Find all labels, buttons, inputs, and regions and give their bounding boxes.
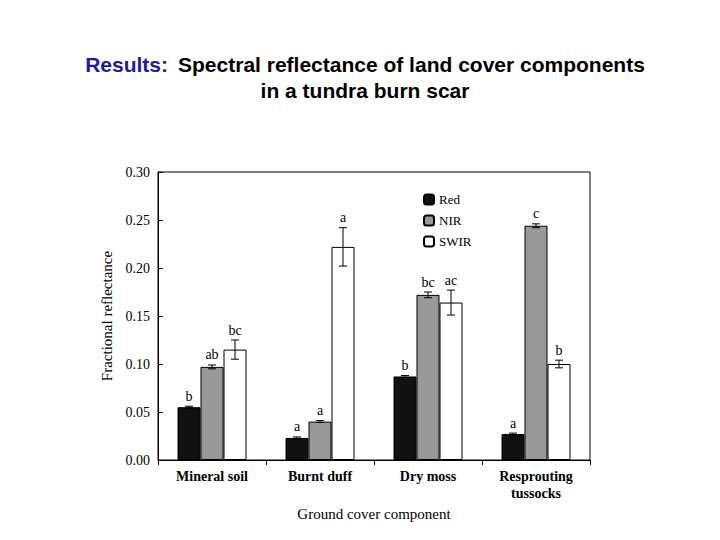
svg-text:Resprouting: Resprouting — [499, 469, 573, 484]
svg-text:Red: Red — [439, 192, 460, 207]
svg-text:a: a — [317, 403, 324, 418]
svg-text:0.20: 0.20 — [126, 261, 151, 276]
svg-text:in a tundra burn scar: in a tundra burn scar — [261, 79, 470, 102]
svg-text:a: a — [340, 210, 347, 225]
svg-text:0.00: 0.00 — [126, 453, 151, 468]
svg-text:0.10: 0.10 — [126, 357, 151, 372]
svg-text:0.05: 0.05 — [126, 405, 151, 420]
svg-text:bc: bc — [421, 275, 434, 290]
svg-text:Spectral reflectance of land c: Spectral reflectance of land cover compo… — [178, 53, 645, 76]
svg-text:b: b — [186, 389, 193, 404]
svg-text:bc: bc — [228, 323, 241, 338]
svg-text:Burnt duff: Burnt duff — [288, 469, 353, 484]
svg-text:a: a — [510, 416, 517, 431]
svg-text:Mineral soil: Mineral soil — [176, 469, 248, 484]
svg-text:ab: ab — [205, 347, 218, 362]
svg-text:0.30: 0.30 — [126, 165, 151, 180]
svg-text:Dry moss: Dry moss — [400, 469, 457, 484]
svg-text:b: b — [556, 343, 563, 358]
svg-text:tussocks: tussocks — [511, 486, 561, 501]
svg-text:b: b — [402, 358, 409, 373]
svg-text:a: a — [294, 419, 301, 434]
svg-text:SWIR: SWIR — [439, 234, 472, 249]
svg-text:NIR: NIR — [439, 213, 462, 228]
svg-text:Fractional reflectance: Fractional reflectance — [99, 250, 115, 381]
svg-text:ac: ac — [445, 273, 457, 288]
svg-text:Ground cover component: Ground cover component — [297, 506, 451, 522]
svg-text:0.25: 0.25 — [126, 213, 151, 228]
svg-text:0.15: 0.15 — [126, 309, 151, 324]
svg-text:Results:: Results: — [85, 53, 168, 76]
svg-text:c: c — [533, 206, 539, 221]
